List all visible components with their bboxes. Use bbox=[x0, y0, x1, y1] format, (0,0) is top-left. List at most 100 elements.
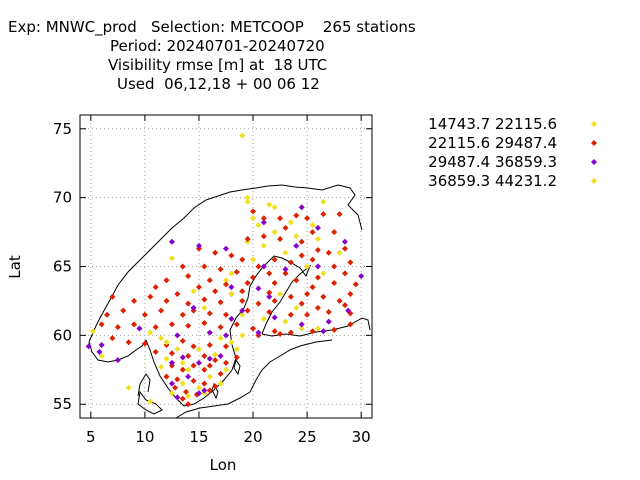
y-tick-label-2: 65 bbox=[53, 258, 72, 276]
series-1-point-110 bbox=[277, 330, 284, 337]
series-1-point-49 bbox=[195, 284, 202, 291]
series-1-point-57 bbox=[336, 297, 343, 304]
series-0-point-3 bbox=[271, 204, 278, 211]
series-1-point-48 bbox=[174, 291, 181, 298]
series-1-point-65 bbox=[217, 299, 224, 306]
series-1-point-60 bbox=[131, 297, 138, 304]
series-1-point-106 bbox=[190, 343, 197, 350]
series-1-point-2 bbox=[277, 215, 284, 222]
series-0-point-23 bbox=[277, 291, 284, 298]
series-2-point-27 bbox=[136, 325, 143, 332]
series-1-point-47 bbox=[152, 284, 159, 291]
series-1-point-27 bbox=[347, 259, 354, 266]
series-0-point-36 bbox=[239, 332, 246, 339]
legend-marker-2 bbox=[591, 159, 597, 165]
series-1-point-46 bbox=[352, 281, 359, 288]
series-2-point-14 bbox=[266, 293, 273, 300]
series-1-point-103 bbox=[141, 340, 148, 347]
series-1-point-125 bbox=[174, 376, 181, 383]
series-1-point-11 bbox=[260, 233, 267, 240]
series-1-point-43 bbox=[271, 280, 278, 287]
series-2-point-8 bbox=[314, 263, 321, 270]
series-1-point-38 bbox=[163, 277, 170, 284]
series-0-point-45 bbox=[206, 373, 213, 380]
series-1-point-52 bbox=[239, 288, 246, 295]
series-0-point-43 bbox=[158, 364, 165, 371]
series-1-point-66 bbox=[239, 297, 246, 304]
series-1-point-134 bbox=[185, 401, 192, 408]
series-1-point-64 bbox=[201, 296, 208, 303]
series-1-point-87 bbox=[114, 324, 121, 331]
series-1-point-124 bbox=[163, 373, 170, 380]
series-1-point-129 bbox=[172, 384, 179, 391]
series-1-point-40 bbox=[206, 277, 213, 284]
series-1-point-45 bbox=[331, 280, 338, 287]
series-1-point-115 bbox=[212, 357, 219, 364]
series-1-point-24 bbox=[298, 252, 305, 259]
series-0-point-21 bbox=[223, 277, 229, 284]
x-axis-label: Lon bbox=[210, 456, 237, 474]
series-1-point-36 bbox=[314, 274, 321, 281]
x-tick-label-2: 15 bbox=[189, 428, 208, 446]
series-2-point-38 bbox=[201, 387, 208, 394]
series-0-point-24 bbox=[201, 304, 208, 311]
series-0-point-46 bbox=[223, 366, 229, 373]
series-2-point-7 bbox=[341, 238, 348, 245]
series-1-point-95 bbox=[250, 325, 257, 332]
series-1-point-102 bbox=[125, 339, 132, 346]
series-1-point-18 bbox=[212, 249, 219, 256]
series-1-point-76 bbox=[179, 311, 186, 318]
series-2-point-41 bbox=[174, 394, 181, 401]
series-1-point-19 bbox=[228, 252, 235, 259]
series-2-point-22 bbox=[320, 328, 327, 335]
series-1-point-81 bbox=[266, 308, 273, 315]
series-0-point-2 bbox=[266, 201, 273, 208]
series-1-point-56 bbox=[320, 293, 327, 300]
series-1-point-0 bbox=[250, 208, 257, 215]
series-0-point-1 bbox=[244, 194, 251, 201]
series-1-point-90 bbox=[168, 321, 175, 328]
series-1-point-68 bbox=[271, 297, 278, 304]
series-0-point-19 bbox=[304, 263, 311, 270]
x-tick-label-4: 25 bbox=[298, 428, 317, 446]
series-3-point-0 bbox=[244, 198, 251, 205]
series-2-point-11 bbox=[282, 266, 289, 273]
series-1-point-25 bbox=[309, 256, 316, 263]
series-0-point-11 bbox=[314, 235, 321, 242]
series-2-point-36 bbox=[185, 373, 192, 380]
coastline-denmark bbox=[137, 390, 163, 415]
series-0-point-53 bbox=[147, 398, 154, 405]
series-1-point-123 bbox=[217, 370, 224, 377]
series-1-point-119 bbox=[179, 366, 186, 373]
series-1-point-13 bbox=[298, 238, 305, 245]
series-1-point-54 bbox=[287, 293, 294, 300]
series-1-point-39 bbox=[185, 273, 192, 280]
legend-marker-3 bbox=[591, 178, 597, 184]
series-1-point-5 bbox=[320, 211, 327, 218]
title-line-4: Used 06,12,18 + 00 06 12 bbox=[117, 75, 320, 93]
title-line-2: Period: 20240701-20240720 bbox=[110, 37, 325, 55]
series-1-point-120 bbox=[190, 362, 197, 369]
coastline-scandinavia bbox=[88, 184, 363, 343]
coastline-baltic-south bbox=[175, 391, 251, 419]
series-2-point-17 bbox=[228, 315, 235, 322]
series-1-point-79 bbox=[223, 311, 229, 318]
series-1-point-74 bbox=[141, 311, 148, 318]
series-1-point-107 bbox=[206, 342, 213, 349]
series-2-point-18 bbox=[271, 314, 278, 321]
series-1-point-58 bbox=[347, 291, 354, 298]
series-0-point-22 bbox=[190, 288, 197, 295]
series-2-point-12 bbox=[228, 284, 235, 291]
series-1-point-133 bbox=[179, 395, 186, 402]
series-1-point-67 bbox=[255, 300, 262, 307]
legend-label-1: 22115.6 29487.4 bbox=[428, 134, 557, 152]
series-1-point-94 bbox=[233, 321, 240, 328]
series-2-point-37 bbox=[217, 353, 224, 360]
series-1-point-72 bbox=[104, 311, 111, 318]
series-2-point-6 bbox=[293, 242, 300, 249]
series-1-point-96 bbox=[271, 328, 278, 335]
series-2-point-35 bbox=[206, 355, 213, 362]
series-1-point-121 bbox=[201, 366, 208, 373]
